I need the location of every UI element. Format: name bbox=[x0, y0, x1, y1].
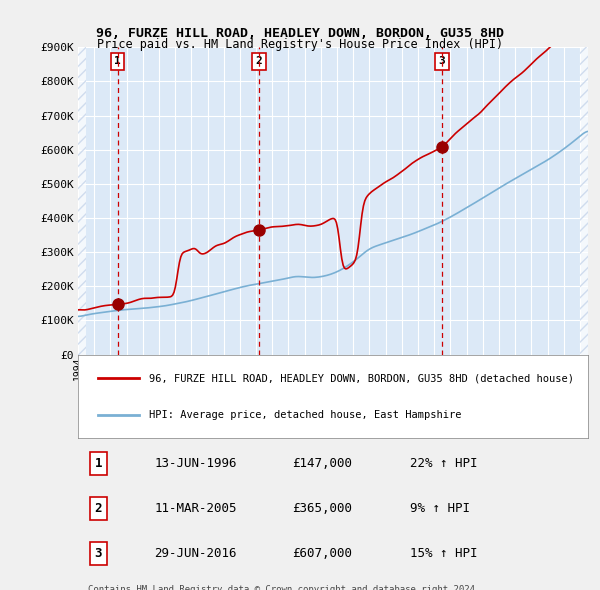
Text: 1: 1 bbox=[95, 457, 102, 470]
Text: Contains HM Land Registry data © Crown copyright and database right 2024.
This d: Contains HM Land Registry data © Crown c… bbox=[88, 585, 481, 590]
Text: £607,000: £607,000 bbox=[292, 546, 352, 559]
Text: 15% ↑ HPI: 15% ↑ HPI bbox=[409, 546, 477, 559]
Text: 29-JUN-2016: 29-JUN-2016 bbox=[155, 546, 237, 559]
Text: Price paid vs. HM Land Registry's House Price Index (HPI): Price paid vs. HM Land Registry's House … bbox=[97, 38, 503, 51]
Text: 3: 3 bbox=[439, 57, 445, 67]
Text: £365,000: £365,000 bbox=[292, 502, 352, 515]
Text: £147,000: £147,000 bbox=[292, 457, 352, 470]
Text: 11-MAR-2005: 11-MAR-2005 bbox=[155, 502, 237, 515]
Text: 96, FURZE HILL ROAD, HEADLEY DOWN, BORDON, GU35 8HD (detached house): 96, FURZE HILL ROAD, HEADLEY DOWN, BORDO… bbox=[149, 373, 574, 383]
Text: 96, FURZE HILL ROAD, HEADLEY DOWN, BORDON, GU35 8HD: 96, FURZE HILL ROAD, HEADLEY DOWN, BORDO… bbox=[96, 27, 504, 40]
Text: 2: 2 bbox=[256, 57, 263, 67]
Text: 22% ↑ HPI: 22% ↑ HPI bbox=[409, 457, 477, 470]
Text: 9% ↑ HPI: 9% ↑ HPI bbox=[409, 502, 470, 515]
Text: 13-JUN-1996: 13-JUN-1996 bbox=[155, 457, 237, 470]
Text: 2: 2 bbox=[95, 502, 102, 515]
Text: HPI: Average price, detached house, East Hampshire: HPI: Average price, detached house, East… bbox=[149, 410, 462, 420]
Text: 1: 1 bbox=[114, 57, 121, 67]
Text: 3: 3 bbox=[95, 546, 102, 559]
